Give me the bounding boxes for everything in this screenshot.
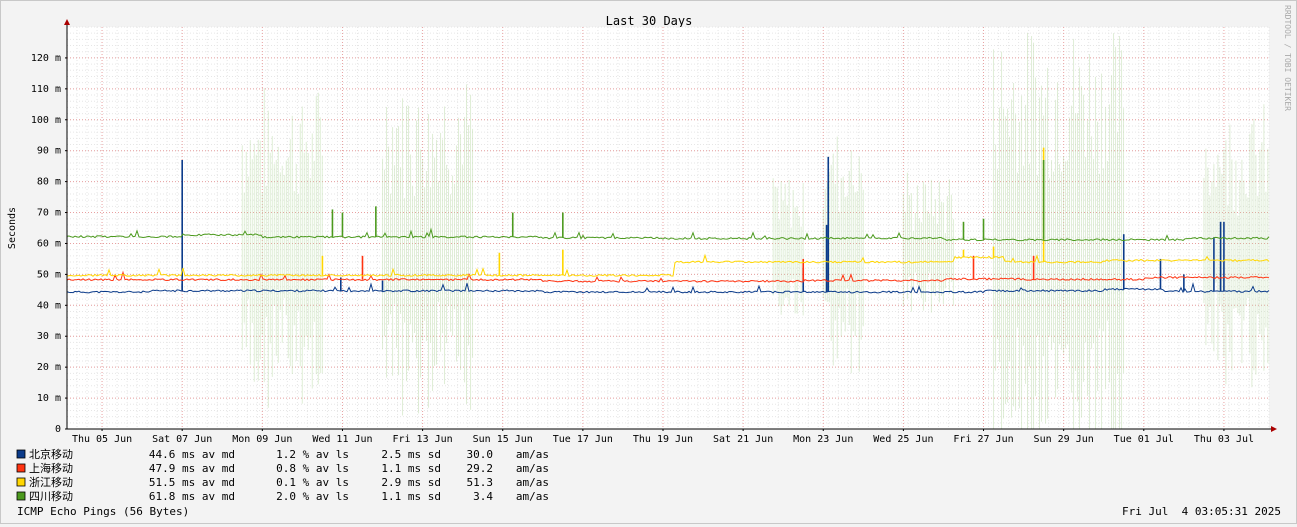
legend-text: 30.0 (467, 448, 494, 461)
legend-swatch (16, 491, 26, 501)
y-tick-label: 30 m (37, 331, 61, 342)
y-tick-label: 40 m (37, 300, 61, 311)
legend-text: 2.9 ms sd (381, 476, 441, 489)
legend-swatch (16, 477, 26, 487)
x-tick-label: Sat 21 Jun (713, 434, 773, 445)
legend-text: 四川移动 (29, 490, 73, 503)
legend-text: 44.6 ms av md (149, 448, 235, 461)
legend-text: 51.5 ms av md (149, 476, 235, 489)
y-tick-label: 20 m (37, 362, 61, 373)
legend-text: am/as (516, 476, 549, 489)
series-lines (66, 147, 1270, 294)
legend-text: 2.5 ms sd (381, 448, 441, 461)
legend-text: 61.8 ms av md (149, 490, 235, 503)
legend-text: 浙江移动 (29, 476, 73, 489)
legend-text: 北京移动 (29, 447, 73, 461)
y-tick-label: 80 m (37, 177, 61, 188)
legend-text: am/as (516, 490, 549, 503)
x-tick-label: Wed 11 Jun (312, 434, 372, 445)
x-tick-label: Fri 13 Jun (392, 434, 452, 445)
y-tick-label: 0 (55, 424, 61, 435)
legend-text: 51.3 (467, 476, 494, 489)
y-tick-label: 110 m (31, 84, 61, 95)
footer-timestamp: Fri Jul 4 03:05:31 2025 (1122, 505, 1281, 518)
x-tick-label: Mon 23 Jun (793, 434, 853, 445)
legend-swatch (16, 449, 26, 459)
series-line-2 (66, 253, 1270, 277)
y-axis-arrow (64, 19, 70, 25)
x-tick-label: Sat 07 Jun (152, 434, 212, 445)
y-tick-label: 100 m (31, 115, 61, 126)
y-tick-label: 60 m (37, 238, 61, 249)
legend-text: 2.0 % av ls (276, 490, 349, 503)
y-tick-label: 50 m (37, 269, 61, 280)
legend-swatch (16, 463, 26, 473)
x-tick-label: Sun 29 Jun (1034, 434, 1094, 445)
y-tick-label: 90 m (37, 146, 61, 157)
x-tick-label: Wed 25 Jun (873, 434, 933, 445)
legend-text: 1.1 ms sd (381, 490, 441, 503)
y-tick-label: 70 m (37, 208, 61, 219)
x-tick-label: Tue 01 Jul (1114, 434, 1174, 445)
legend-text: am/as (516, 448, 549, 461)
y-axis-label: Seconds (7, 207, 18, 249)
x-tick-label: Thu 05 Jun (72, 434, 132, 445)
legend-text: 29.2 (467, 462, 494, 475)
x-tick-label: Thu 19 Jun (633, 434, 693, 445)
legend-text: 47.9 ms av md (149, 462, 235, 475)
y-tick-label: 10 m (37, 393, 61, 404)
loss-smoke-band (241, 33, 1269, 429)
watermark: RRDTOOL / TOBI OETIKER (1283, 5, 1292, 111)
x-tick-label: Sun 15 Jun (473, 434, 533, 445)
legend-text: 上海移动 (29, 461, 73, 475)
x-axis-arrow (1271, 426, 1277, 432)
y-tick-label: 120 m (31, 53, 61, 64)
legend-text: 1.2 % av ls (276, 448, 349, 461)
x-tick-label: Fri 27 Jun (953, 434, 1013, 445)
footer-description: ICMP Echo Pings (56 Bytes) (17, 505, 189, 518)
series-line-1 (66, 270, 1270, 283)
legend-text: 0.1 % av ls (276, 476, 349, 489)
series-line-0 (66, 281, 1270, 294)
legend: 北京移动 44.6 ms av md 1.2 % av ls 2.5 ms sd 30.… (16, 447, 549, 503)
x-ticks: Thu 05 Jun Sat 07 Jun Mon 09 Jun Wed 11 Jun… (72, 429, 1254, 445)
legend-text: 0.8 % av ls (276, 462, 349, 475)
x-tick-label: Thu 03 Jul (1194, 434, 1254, 445)
legend-text: am/as (516, 462, 549, 475)
chart-title: Last 30 Days (606, 14, 693, 28)
legend-text: 1.1 ms sd (381, 462, 441, 475)
x-tick-label: Tue 17 Jun (553, 434, 613, 445)
legend-text: 3.4 (473, 490, 493, 503)
x-tick-label: Mon 09 Jun (232, 434, 292, 445)
series-line-3 (66, 227, 1270, 242)
y-ticks: 0 10 m 20 m 30 m 40 m 50 m 60 m 70 m 80 m 90 m 100… (31, 53, 67, 435)
